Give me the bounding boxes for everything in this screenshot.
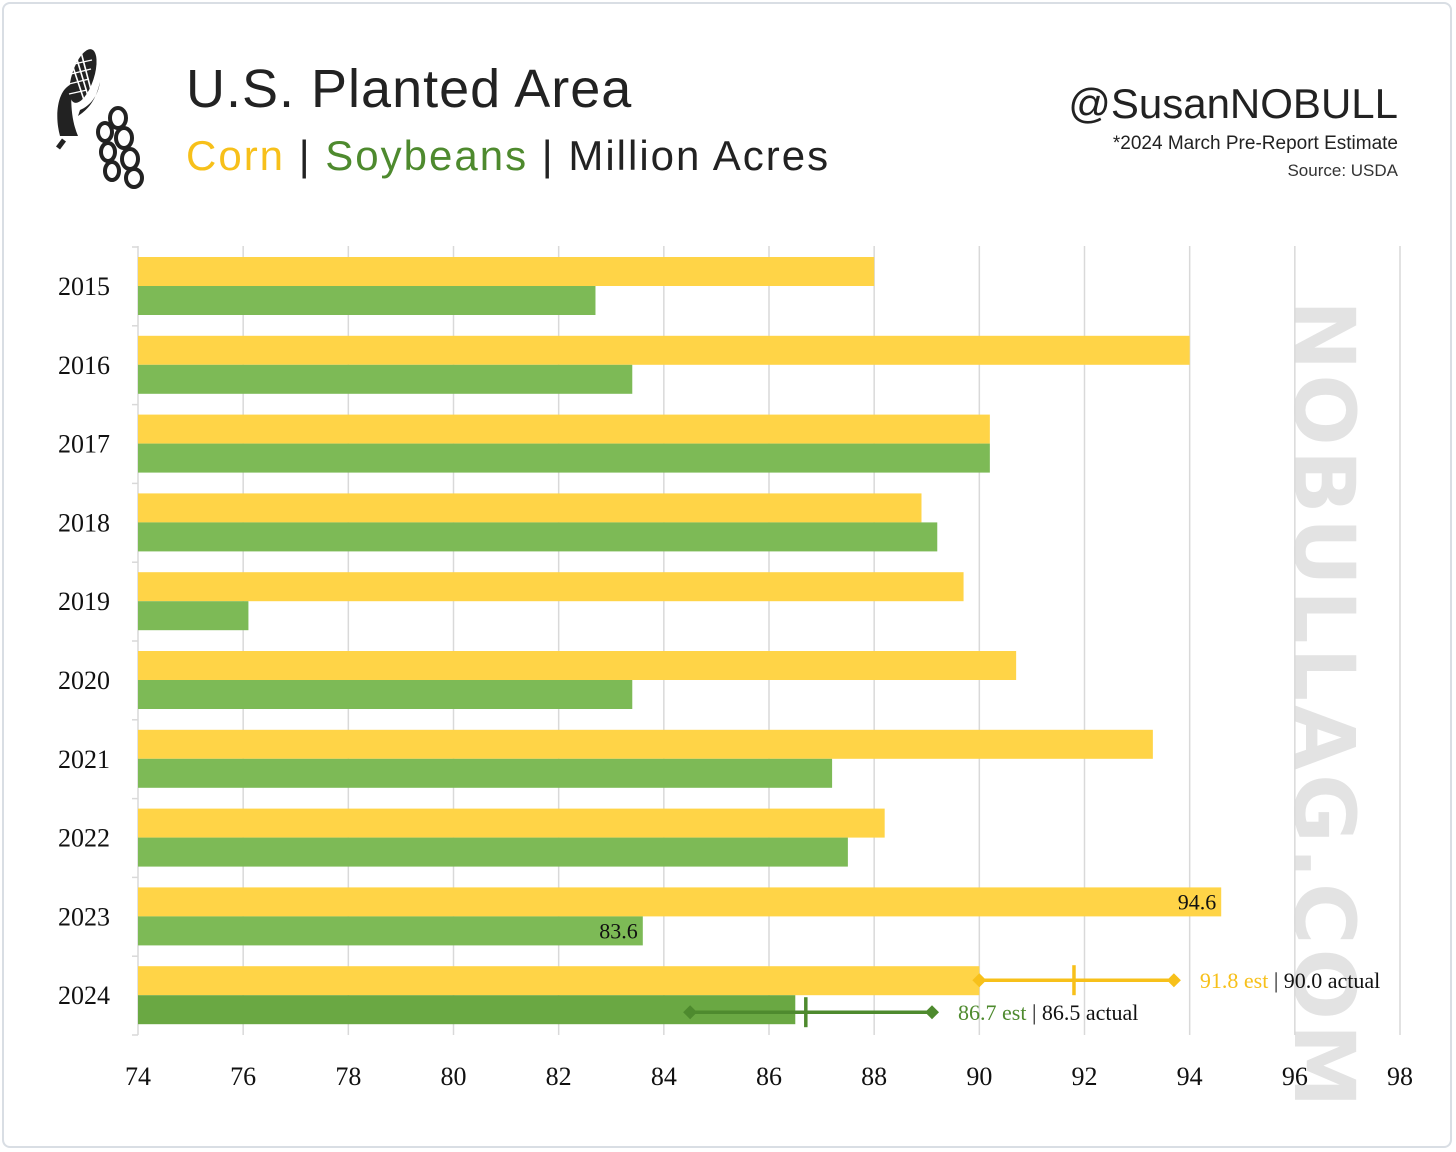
annotation-separator: | xyxy=(1026,1000,1041,1025)
estimate-label: 91.8 est xyxy=(1200,968,1268,993)
bar-corn xyxy=(138,335,1190,365)
estimate-range-end xyxy=(972,973,987,988)
y-tick-label: 2023 xyxy=(58,902,110,931)
data-labels: 94.6 83.6 xyxy=(599,889,1216,943)
y-tick-label: 2018 xyxy=(58,508,110,537)
x-tick-label: 86 xyxy=(756,1062,782,1091)
bar-corn xyxy=(138,966,980,996)
x-tick-label: 92 xyxy=(1072,1062,1098,1091)
y-tick-label: 2016 xyxy=(58,351,110,380)
data-label: 94.6 xyxy=(1178,889,1217,914)
estimate-annotation: 91.8 est | 90.0 actual xyxy=(1200,968,1380,993)
bar-corn xyxy=(138,257,875,286)
estimate-range-end xyxy=(925,1005,940,1020)
bar-soybeans xyxy=(138,837,848,867)
bar-soybeans xyxy=(138,522,938,552)
y-tick-label: 2019 xyxy=(58,587,110,616)
estimate-note: *2024 March Pre-Report Estimate xyxy=(1112,133,1398,154)
bar-corn xyxy=(138,808,885,838)
soybean-pod-icon xyxy=(96,106,144,189)
estimate-label: 86.7 est xyxy=(958,1000,1026,1025)
subtitle-corn: Corn xyxy=(186,132,286,179)
y-axis xyxy=(132,246,139,1036)
estimate-range-end xyxy=(683,1005,698,1020)
bar-soybeans xyxy=(138,758,833,788)
chart-title: U.S. Planted Area xyxy=(186,59,633,119)
estimate-ranges: 91.8 est | 90.0 actual 86.7 est | 86.5 ac… xyxy=(683,965,1380,1028)
bar-corn xyxy=(138,651,1017,680)
crop-logo xyxy=(56,49,144,189)
y-tick-label: 2022 xyxy=(58,824,110,853)
x-tick-label: 94 xyxy=(1177,1062,1203,1091)
bar-soybeans xyxy=(138,680,633,709)
subtitle-soybeans: Soybeans xyxy=(325,132,529,179)
y-tick-labels: 2015 2016 2017 2018 2019 2020 2021 2022 2023 2024 xyxy=(58,272,110,1010)
data-label: 83.6 xyxy=(599,918,638,943)
y-tick-label: 2015 xyxy=(58,272,110,301)
x-tick-label: 80 xyxy=(441,1062,467,1091)
bar-soybeans xyxy=(138,916,643,946)
actual-label: 90.0 actual xyxy=(1284,968,1381,993)
actual-label: 86.5 actual xyxy=(1042,1000,1139,1025)
bar-corn xyxy=(138,887,1222,917)
bar-soybeans xyxy=(138,364,633,394)
x-tick-label: 78 xyxy=(335,1062,361,1091)
bar-soybeans xyxy=(138,286,596,315)
x-tick-label: 74 xyxy=(125,1062,151,1091)
bar-soybeans xyxy=(138,443,990,473)
bar-soybeans xyxy=(138,601,249,631)
x-tick-labels: 74 76 78 80 82 84 86 88 90 92 94 96 98 xyxy=(125,1062,1413,1091)
y-tick-label: 2020 xyxy=(58,666,110,695)
y-tick-label: 2017 xyxy=(58,430,110,459)
x-tick-label: 96 xyxy=(1282,1062,1308,1091)
y-tick-label: 2021 xyxy=(58,745,110,774)
bar-corn xyxy=(138,729,1153,759)
y-tick-label: 2024 xyxy=(58,981,110,1010)
bar-corn xyxy=(138,572,964,602)
x-tick-label: 82 xyxy=(546,1062,572,1091)
author-handle: @SusanNOBULL xyxy=(1068,80,1398,127)
x-tick-label: 76 xyxy=(230,1062,256,1091)
bar-corn xyxy=(138,493,922,523)
bar-corn xyxy=(138,414,990,444)
subtitle-separator: | xyxy=(285,132,326,179)
source-note: Source: USDA xyxy=(1287,161,1398,180)
x-tick-label: 98 xyxy=(1387,1062,1413,1091)
subtitle-separator: | xyxy=(528,132,569,179)
x-tick-label: 88 xyxy=(861,1062,887,1091)
subtitle-unit: Million Acres xyxy=(568,132,831,179)
estimate-annotation: 86.7 est | 86.5 actual xyxy=(958,1000,1138,1025)
corn-cob-icon xyxy=(56,49,100,150)
estimate-range-end xyxy=(1166,973,1181,988)
bars xyxy=(138,257,1222,1025)
annotation-separator: | xyxy=(1268,968,1283,993)
bar-soybeans xyxy=(138,995,796,1025)
x-tick-label: 84 xyxy=(651,1062,677,1091)
x-tick-label: 90 xyxy=(966,1062,992,1091)
chart-subtitle: Corn | Soybeans | Million Acres xyxy=(186,132,830,180)
